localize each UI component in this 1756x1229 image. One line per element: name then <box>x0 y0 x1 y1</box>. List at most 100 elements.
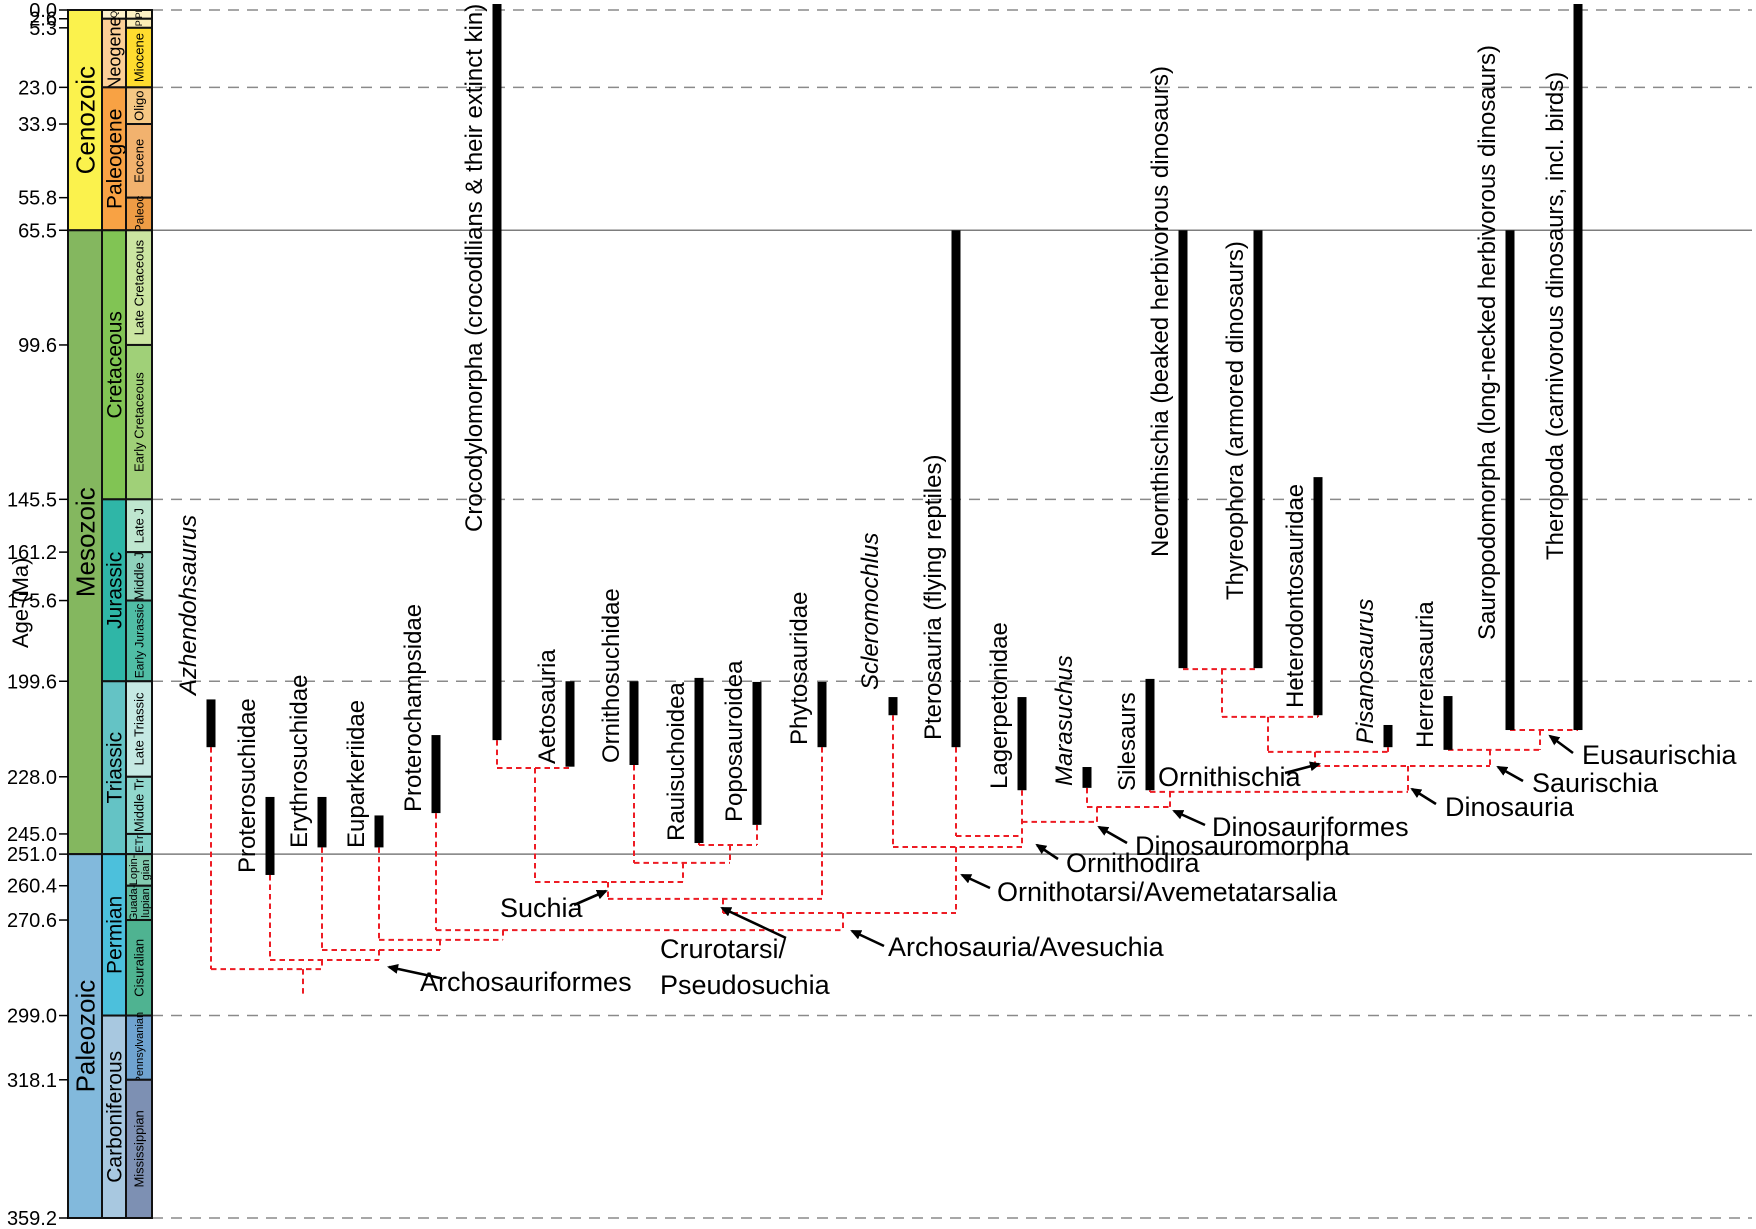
taxon-label-proterochampsidae: Proterochampsidae <box>400 604 427 812</box>
clade-arrow-archosauriformes <box>387 964 441 980</box>
age-tick-label-260.4: 260.4 <box>7 876 57 898</box>
clade-arrow-saurischia <box>1496 765 1524 783</box>
epoch-cell-miocene <box>125 26 153 89</box>
clade-label-crurotarsi-pseudosuchia-2: Pseudosuchia <box>660 970 831 1000</box>
clade-arrow-ornithodira <box>1035 843 1059 861</box>
labels-layer: Azhendohsaurus Proterosuchidae Erythrosuch… <box>175 4 1738 1000</box>
taxon-bar-euparkeriidae <box>374 815 384 848</box>
era-cell-mesozoic <box>67 229 103 856</box>
age-tick-label-245: 245.0 <box>7 824 57 846</box>
clade-arrow-suchia <box>573 889 608 907</box>
taxon-bar-silesaurs <box>1145 678 1155 791</box>
epoch-label-late-triassic: Late Triassic <box>132 692 147 765</box>
taxon-label-sauropodomorpha: Sauropodomorpha (long-necked herbivorous… <box>1474 45 1501 640</box>
taxon-bar-pisanosaurus <box>1383 724 1393 748</box>
era-label-paleozoic: Paleozoic <box>70 980 100 1093</box>
clade-label-ornithotarsi-avemetatarsalia: Ornithotarsi/Avemetatarsalia <box>997 877 1338 907</box>
age-tick-label-99.6: 99.6 <box>18 335 57 357</box>
epoch-label-guada-lupian-1: Guada- <box>128 884 140 921</box>
taxon-label-pterosauria: Pterosauria (flying reptiles) <box>920 455 947 740</box>
epoch-label-lopin-gian-2: gian <box>140 860 152 881</box>
era-label-mesozoic: Mesozoic <box>70 487 100 597</box>
age-tick-label-359.2: 359.2 <box>7 1208 57 1229</box>
clade-label-dinosauromorpha: Dinosauromorpha <box>1135 831 1351 861</box>
taxon-label-proterosuchidae: Proterosuchidae <box>234 698 261 873</box>
taxon-bar-crocodylomorpha <box>492 4 502 741</box>
clade-arrow-dinosauromorpha <box>1097 825 1128 845</box>
epoch-label-eocene: Eocene <box>132 139 147 183</box>
clade-label-suchia: Suchia <box>500 893 584 923</box>
taxon-label-aetosauria: Aetosauria <box>534 649 561 764</box>
clade-arrow-ornithischia <box>1284 761 1321 775</box>
taxon-bar-marasuchus <box>1082 767 1092 788</box>
taxon-label-marasuchus: Marasuchus <box>1051 655 1078 786</box>
taxon-bar-phytosauridae <box>817 681 827 748</box>
taxon-bar-thyreophora <box>1253 230 1263 669</box>
period-label-paleogene: Paleogene <box>104 109 127 209</box>
epoch-cell-late-j <box>125 498 153 554</box>
epoch-label-p: P <box>134 20 144 26</box>
epoch-cell-early-jurassic <box>125 599 153 683</box>
epoch-label-miocene: Miocene <box>132 33 147 82</box>
taxon-label-euparkeriidae: Euparkeriidae <box>343 700 370 848</box>
age-tick-label-199.6: 199.6 <box>7 671 57 693</box>
period-label-q: Q <box>109 11 119 18</box>
epoch-cell-eocene <box>125 123 153 199</box>
clade-arrow-dinosauria <box>1410 787 1437 806</box>
clade-label-dinosauriformes: Dinosauriformes <box>1212 812 1409 842</box>
taxon-label-thyreophora: Thyreophora (armored dinosaurs) <box>1222 241 1249 600</box>
age-tick-label-5.3: 5.3 <box>29 18 57 40</box>
taxon-label-crocodylomorpha: Crocodylomorpha (crocodilians & their ex… <box>461 4 488 532</box>
clade-label-archosauriformes: Archosauriformes <box>420 967 632 997</box>
epoch-label-etr: ETr <box>134 835 146 853</box>
age-axis-label: Age (Ma) <box>8 557 33 648</box>
taxon-label-ornithosuchidae: Ornithosuchidae <box>598 588 625 763</box>
clade-arrow-dinosauriformes <box>1172 809 1206 827</box>
taxon-bar-herrerasauria <box>1443 696 1453 750</box>
taxon-bar-sauropodomorpha <box>1505 230 1515 731</box>
age-tick-label-270.6: 270.6 <box>7 910 57 932</box>
age-tick-label-65.5: 65.5 <box>18 220 57 242</box>
taxon-label-neornthischia: Neornthischia (beaked herbivorous dinosa… <box>1147 66 1174 557</box>
taxon-label-silesaurs: Silesaurs <box>1114 692 1141 791</box>
taxon-bar-ornithosuchidae <box>629 681 639 765</box>
epoch-cell-late-triassic <box>125 680 153 778</box>
taxon-label-theropoda: Theropoda (carnivorous dinosaurs, incl. … <box>1542 72 1569 560</box>
taxon-bar-azhendohsaurus <box>206 699 216 748</box>
epoch-label-early-jurassic: Early Jurassic <box>132 604 146 679</box>
epoch-label-middle-tr: Middle Tr <box>132 778 147 832</box>
cladogram-tree-layer <box>210 668 1578 996</box>
period-cell-carboniferous <box>101 1014 127 1219</box>
age-tick-label-318.1: 318.1 <box>7 1070 57 1092</box>
clade-label-dinosauria: Dinosauria <box>1445 792 1575 822</box>
period-label-carboniferous: Carboniferous <box>104 1051 127 1183</box>
clade-arrow-archosauria-avesuchia <box>850 929 885 948</box>
epoch-label-cisuralian: Cisuralian <box>132 939 147 997</box>
epoch-label-pl: Pl <box>134 10 144 18</box>
taxon-bar-proterochampsidae <box>431 735 441 814</box>
epoch-label-paleoc: Paleoc <box>132 196 146 233</box>
age-tick-label-175.6: 175.6 <box>7 591 57 613</box>
age-tick-label-0: 0.0 <box>29 0 57 22</box>
epoch-label-oligo: Oligo <box>132 90 147 120</box>
taxon-bar-aetosauria <box>565 681 575 767</box>
taxon-bar-lagerpetonidae <box>1017 697 1027 791</box>
age-tick-label-145.5: 145.5 <box>7 489 57 511</box>
taxon-label-erythrosuchidae: Erythrosuchidae <box>286 675 313 848</box>
taxon-bar-neornthischia <box>1178 230 1188 669</box>
period-label-neogene: Neogene <box>104 17 124 90</box>
taxon-label-azhendohsaurus: Azhendohsaurus <box>175 515 202 697</box>
taxon-bar-pterosauria <box>951 230 961 748</box>
era-label-cenozoic: Cenozoic <box>70 66 100 174</box>
taxon-label-phytosauridae: Phytosauridae <box>786 592 813 745</box>
taxon-label-herrerasauria: Herrerasauria <box>1412 601 1439 748</box>
epoch-label-pennsylvanian: Pennsylvanian <box>134 1012 146 1084</box>
epoch-label-late-cretaceous: Late Cretaceous <box>132 239 147 335</box>
epoch-label-lopin-gian-1: Lopin- <box>128 854 140 885</box>
clade-arrow-eusaurischia <box>1548 734 1574 755</box>
age-tick-label-33.9: 33.9 <box>18 114 57 136</box>
period-label-jurassic: Jurassic <box>104 552 127 629</box>
